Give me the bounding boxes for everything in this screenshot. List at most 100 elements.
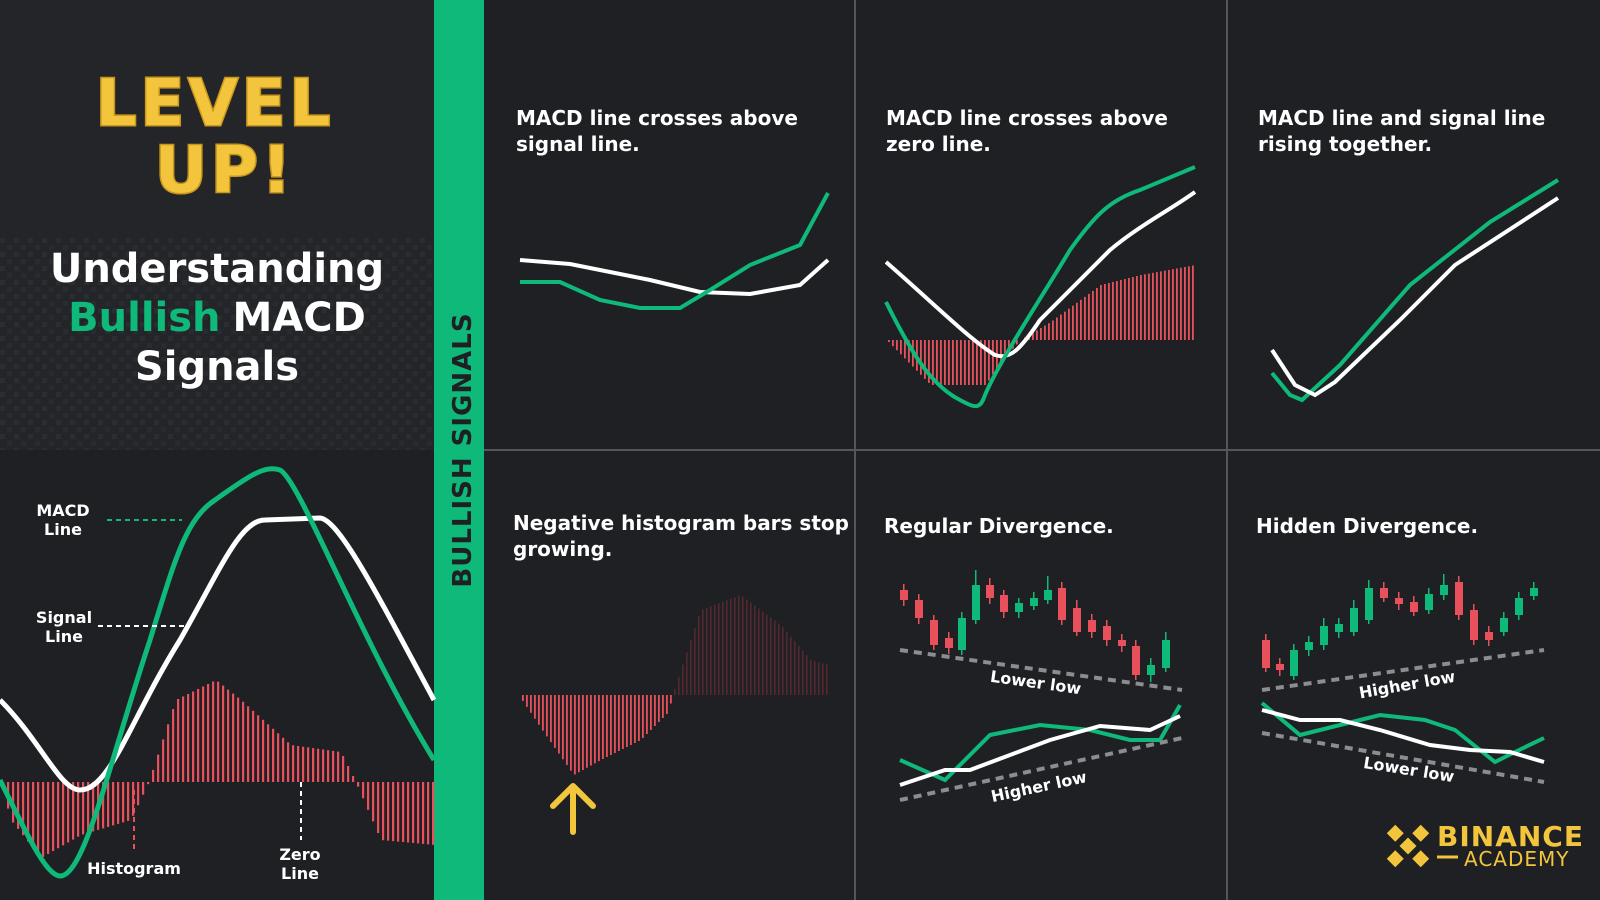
faded-histogram-bar <box>810 660 812 695</box>
histogram-bar <box>217 681 220 782</box>
histogram-bar <box>282 737 285 782</box>
candle-body <box>1000 595 1008 612</box>
histogram-bar <box>1004 340 1006 358</box>
histogram-bar <box>598 695 600 762</box>
histogram-bar <box>82 782 85 835</box>
faded-histogram-bar <box>710 606 712 695</box>
histogram-bar <box>562 695 564 760</box>
candle-body <box>1118 640 1126 646</box>
histogram-bar <box>896 340 898 351</box>
histogram-bar <box>638 695 640 741</box>
panel4-title-2: growing. <box>513 537 612 561</box>
histogram-bar <box>1104 284 1106 340</box>
panel3-macd-line <box>1270 178 1560 403</box>
histogram-bar <box>387 782 390 841</box>
candle-body <box>900 590 908 600</box>
histogram-bar <box>312 748 315 782</box>
candle-body <box>1515 598 1523 615</box>
histogram-bar <box>337 751 340 782</box>
title-highlight: Bullish <box>68 295 220 341</box>
faded-histogram-bar <box>702 609 704 695</box>
histogram-bar <box>988 340 990 381</box>
histogram-bar <box>1084 296 1086 340</box>
histogram-bar <box>1172 269 1174 340</box>
histogram-bar <box>227 689 230 782</box>
panel6-macd-line <box>1260 701 1545 765</box>
histogram-bar <box>132 782 135 816</box>
histogram-bar <box>77 782 80 837</box>
histogram-bar <box>1148 273 1150 340</box>
histogram-bar <box>1176 268 1178 340</box>
pixel-texture <box>0 238 434 450</box>
panel3-title-2: rising together. <box>1258 132 1432 156</box>
histogram-bar <box>1072 305 1074 340</box>
histogram-bar <box>626 695 628 747</box>
histogram-bar <box>654 695 656 726</box>
histogram-bar <box>642 695 644 738</box>
histogram-bar <box>558 695 560 754</box>
histogram-bar <box>1156 272 1158 340</box>
panel5-title: Regular Divergence. <box>884 514 1114 538</box>
faded-histogram-bar <box>714 604 716 695</box>
histogram-bar <box>202 686 205 782</box>
candle-body <box>1365 588 1373 620</box>
histogram-bar <box>1048 323 1050 340</box>
title-line-2: Bullish MACD <box>68 295 366 341</box>
histogram-bar <box>618 695 620 751</box>
candle-body <box>1088 620 1096 632</box>
histogram-bar <box>1160 271 1162 340</box>
histogram-bar <box>606 695 608 757</box>
faded-histogram-bar <box>750 602 752 695</box>
histogram-bar <box>377 782 380 834</box>
candle-body <box>972 585 980 620</box>
histogram-bar <box>940 340 942 385</box>
histogram-bar <box>102 782 105 829</box>
panel2-histogram <box>888 265 1194 385</box>
candle-body <box>1305 642 1313 650</box>
histogram-bar <box>920 340 922 375</box>
histogram-bar <box>1052 320 1054 340</box>
panel2-signal-line <box>884 190 1197 359</box>
histogram-bar <box>1080 299 1082 340</box>
histogram-bar <box>960 340 962 385</box>
histogram-bar <box>968 340 970 385</box>
panel5-price-trendline <box>899 648 1183 692</box>
histogram-bar <box>432 782 435 845</box>
histogram-bar <box>1032 332 1034 340</box>
histogram-bar <box>634 695 636 743</box>
panel6-candles <box>1262 574 1538 680</box>
histogram-bar <box>944 340 946 385</box>
histogram-bar <box>162 739 165 782</box>
histogram-bar <box>900 340 902 355</box>
histogram-bar <box>892 340 894 347</box>
candle-body <box>1470 610 1478 640</box>
candle-body <box>1015 603 1023 612</box>
histogram-bar <box>964 340 966 385</box>
panel1-title-2: signal line. <box>516 132 640 156</box>
panel6-macd-trendline <box>1261 731 1545 784</box>
histogram-bar <box>402 782 405 843</box>
histogram-bar <box>287 742 290 782</box>
histogram-bar <box>546 695 548 737</box>
candle-body <box>1058 588 1066 620</box>
faded-histogram-bar <box>786 632 788 695</box>
histogram-bar <box>342 756 345 782</box>
histogram-bar <box>1064 311 1066 340</box>
histogram-bar <box>956 340 958 385</box>
histogram-bar <box>574 695 576 775</box>
histogram-bar <box>662 695 664 718</box>
candle-body <box>1320 626 1328 645</box>
candle-body <box>1440 585 1448 595</box>
candle-body <box>1132 646 1140 675</box>
histogram-bar <box>357 782 360 787</box>
sidebar-label: BULLISH SIGNALS <box>448 312 478 587</box>
faded-histogram-bar <box>706 607 708 695</box>
title-line-1: Understanding <box>50 246 384 292</box>
candle-body <box>1485 632 1493 640</box>
candle-body <box>1262 640 1270 668</box>
histogram-bar <box>192 691 195 782</box>
histogram-bar <box>1108 283 1110 340</box>
title-rest: MACD <box>233 295 366 341</box>
histogram-bar <box>32 782 35 848</box>
